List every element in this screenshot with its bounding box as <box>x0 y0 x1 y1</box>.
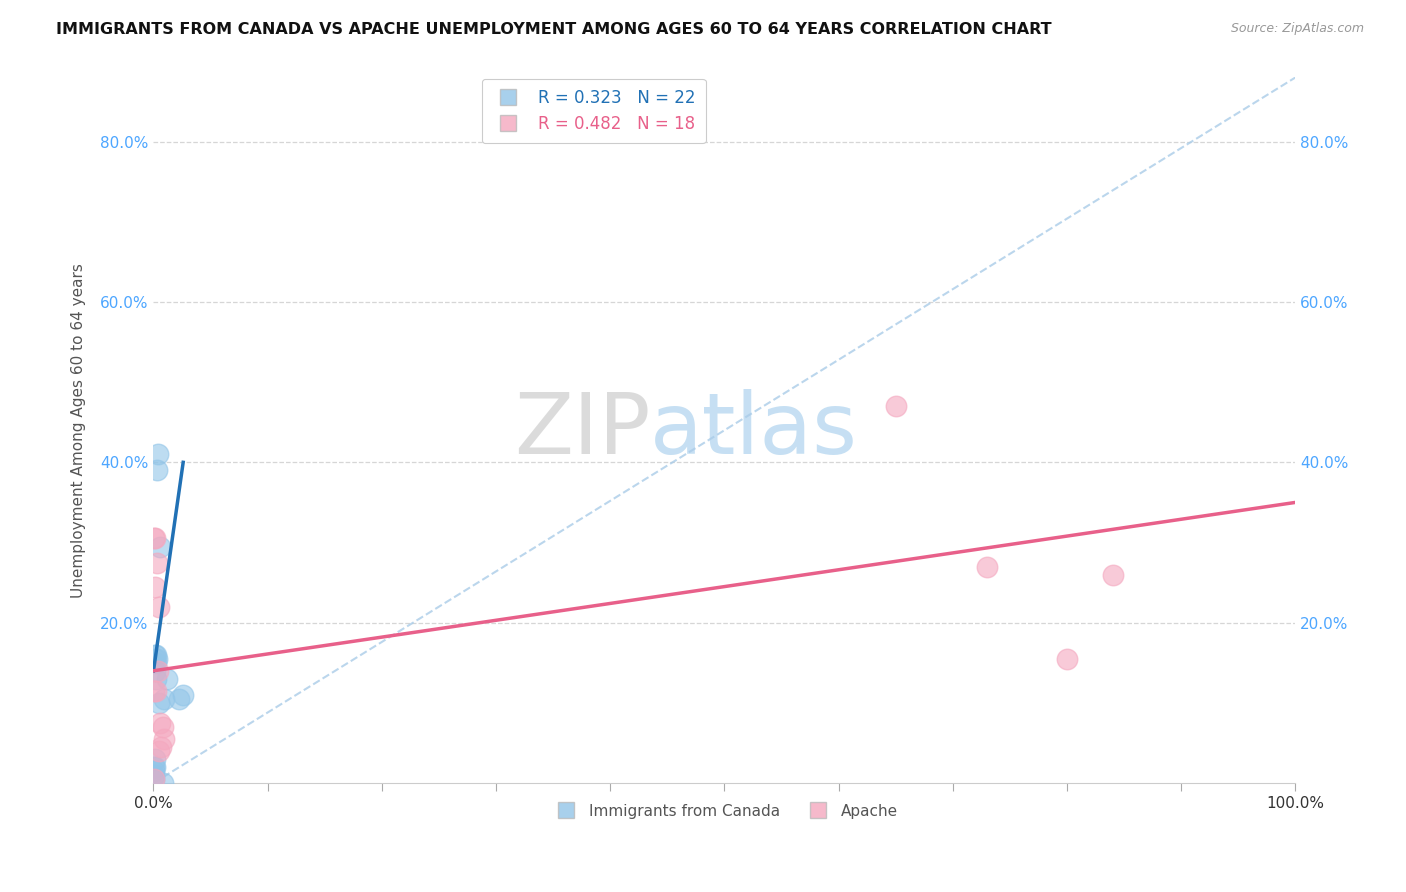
Text: IMMIGRANTS FROM CANADA VS APACHE UNEMPLOYMENT AMONG AGES 60 TO 64 YEARS CORRELAT: IMMIGRANTS FROM CANADA VS APACHE UNEMPLO… <box>56 22 1052 37</box>
Point <box>146 463 169 477</box>
Point <box>143 532 166 546</box>
Point <box>143 760 166 774</box>
Point <box>146 664 169 678</box>
Point <box>146 447 169 461</box>
Point <box>143 768 166 782</box>
Point <box>145 656 167 670</box>
Point <box>143 764 166 778</box>
Point <box>884 399 907 413</box>
Point <box>143 683 166 698</box>
Point <box>167 691 190 706</box>
Point <box>150 739 173 754</box>
Point <box>172 688 194 702</box>
Point <box>142 772 165 786</box>
Point <box>148 599 170 614</box>
Point <box>152 720 174 734</box>
Point <box>145 672 167 686</box>
Point <box>156 672 179 686</box>
Point <box>143 760 166 774</box>
Point <box>145 648 167 662</box>
Point <box>976 559 998 574</box>
Text: atlas: atlas <box>650 389 858 472</box>
Point <box>148 696 170 710</box>
Point <box>143 652 166 666</box>
Point <box>143 580 166 594</box>
Point <box>146 652 169 666</box>
Legend: Immigrants from Canada, Apache: Immigrants from Canada, Apache <box>544 797 904 825</box>
Point <box>143 752 166 766</box>
Point <box>152 776 174 790</box>
Point <box>1101 567 1123 582</box>
Point <box>143 664 166 678</box>
Y-axis label: Unemployment Among Ages 60 to 64 years: Unemployment Among Ages 60 to 64 years <box>72 263 86 598</box>
Point <box>148 744 170 758</box>
Point <box>149 715 172 730</box>
Point <box>146 556 169 570</box>
Point <box>143 532 166 546</box>
Point <box>145 683 167 698</box>
Point <box>1056 652 1078 666</box>
Point <box>143 648 166 662</box>
Point <box>152 731 174 746</box>
Point <box>143 772 166 786</box>
Point <box>149 540 172 554</box>
Text: Source: ZipAtlas.com: Source: ZipAtlas.com <box>1230 22 1364 36</box>
Text: ZIP: ZIP <box>513 389 650 472</box>
Point <box>152 691 174 706</box>
